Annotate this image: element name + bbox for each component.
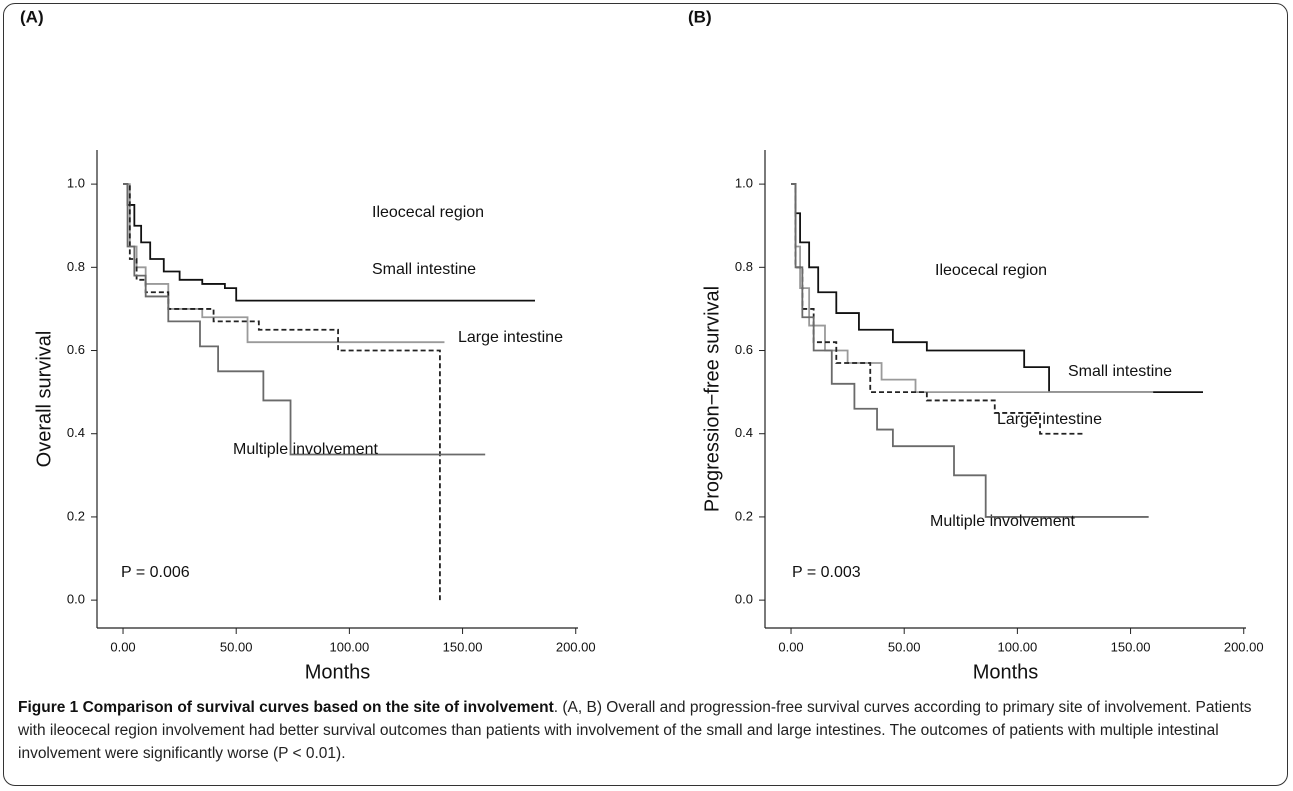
x-axis-label: Months bbox=[973, 661, 1039, 683]
y-tick-label: 0.4 bbox=[735, 425, 753, 440]
panel-label: (A) bbox=[20, 7, 44, 26]
x-tick-label: 50.00 bbox=[888, 639, 921, 654]
survival-curve bbox=[791, 183, 1149, 518]
caption: Figure 1 Comparison of survival curves b… bbox=[18, 696, 1268, 765]
caption-label: Figure 1 Comparison of survival curves b… bbox=[18, 699, 554, 716]
y-tick-label: 0.2 bbox=[735, 508, 753, 523]
x-tick-label: 50.00 bbox=[220, 639, 253, 654]
y-tick-label: 0.8 bbox=[735, 259, 753, 274]
survival-curve bbox=[791, 183, 1203, 394]
survival-curve bbox=[123, 183, 535, 302]
y-tick-label: 0.6 bbox=[735, 342, 753, 357]
p-value: P = 0.006 bbox=[121, 564, 190, 581]
curve-label: Large intestine bbox=[458, 329, 563, 346]
curve-label: Small intestine bbox=[1068, 363, 1172, 380]
survival-curve bbox=[791, 183, 1154, 394]
y-tick-label: 0.0 bbox=[67, 592, 85, 607]
survival-curve bbox=[123, 183, 486, 456]
y-tick-label: 1.0 bbox=[67, 176, 85, 191]
y-tick-label: 0.2 bbox=[67, 508, 85, 523]
x-tick-label: 100.00 bbox=[330, 639, 370, 654]
curve-label: Ileocecal region bbox=[372, 204, 484, 221]
x-axis-label: Months bbox=[305, 661, 371, 683]
survival-curve bbox=[123, 183, 441, 601]
curve-label: Multiple involvement bbox=[233, 441, 379, 458]
y-tick-label: 0.4 bbox=[67, 425, 85, 440]
x-tick-label: 0.00 bbox=[110, 639, 135, 654]
y-tick-label: 0.8 bbox=[67, 259, 85, 274]
y-axis-label: Progression−free survival bbox=[701, 286, 723, 512]
curve-label: Multiple involvement bbox=[930, 513, 1076, 530]
y-tick-label: 0.6 bbox=[67, 342, 85, 357]
x-tick-label: 100.00 bbox=[998, 639, 1038, 654]
y-axis-label: Overall survival bbox=[33, 331, 55, 468]
x-tick-label: 200.00 bbox=[556, 639, 596, 654]
x-tick-label: 0.00 bbox=[778, 639, 803, 654]
x-tick-label: 150.00 bbox=[1111, 639, 1151, 654]
figure: (A) 0.0 0.2 0.4 0.6 0.8 1.0 0.00 50.00 100.00 150.… bbox=[20, 7, 1264, 683]
p-value: P = 0.003 bbox=[792, 564, 861, 581]
curve-label: Large intestine bbox=[997, 411, 1102, 428]
curve-label: Small intestine bbox=[372, 261, 476, 278]
x-tick-label: 200.00 bbox=[1224, 639, 1264, 654]
panel-label: (B) bbox=[688, 7, 712, 26]
caption-text: . (A, B) Overall and progression-free su… bbox=[18, 699, 1252, 762]
y-tick-label: 1.0 bbox=[735, 176, 753, 191]
curve-label: Ileocecal region bbox=[935, 262, 1047, 279]
survival-curve bbox=[791, 183, 1086, 435]
x-tick-label: 150.00 bbox=[443, 639, 483, 654]
y-tick-label: 0.0 bbox=[735, 592, 753, 607]
figure-frame bbox=[3, 3, 1288, 786]
